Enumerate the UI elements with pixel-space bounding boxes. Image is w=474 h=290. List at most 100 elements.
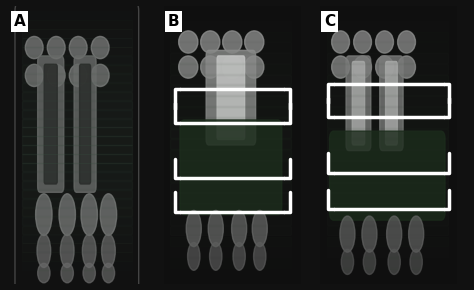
Ellipse shape xyxy=(69,37,87,59)
Bar xyxy=(170,42,292,52)
Bar xyxy=(327,21,448,30)
Bar xyxy=(22,110,132,118)
Bar xyxy=(170,204,292,214)
Bar xyxy=(170,86,292,95)
Ellipse shape xyxy=(245,56,264,78)
Ellipse shape xyxy=(388,249,401,274)
Bar xyxy=(22,208,132,216)
FancyBboxPatch shape xyxy=(37,56,64,192)
Ellipse shape xyxy=(398,56,416,78)
Ellipse shape xyxy=(233,242,246,270)
Ellipse shape xyxy=(254,242,266,270)
Bar xyxy=(170,129,292,138)
Bar xyxy=(170,226,292,235)
Ellipse shape xyxy=(47,64,65,86)
Bar xyxy=(170,107,292,117)
Bar xyxy=(327,64,448,74)
Ellipse shape xyxy=(69,64,87,86)
Ellipse shape xyxy=(210,242,222,270)
Ellipse shape xyxy=(201,56,220,78)
Ellipse shape xyxy=(201,31,220,53)
Bar xyxy=(22,145,132,154)
Ellipse shape xyxy=(398,31,416,53)
Bar xyxy=(327,32,448,41)
Ellipse shape xyxy=(341,249,354,274)
Bar xyxy=(170,237,292,246)
Bar xyxy=(22,226,132,234)
FancyBboxPatch shape xyxy=(44,64,57,184)
Bar xyxy=(327,107,448,117)
Ellipse shape xyxy=(223,56,242,78)
Bar xyxy=(22,11,132,20)
Bar xyxy=(22,261,132,270)
Bar xyxy=(327,96,448,106)
Bar xyxy=(170,118,292,128)
Ellipse shape xyxy=(409,216,424,252)
Bar xyxy=(170,247,292,257)
Bar xyxy=(327,118,448,128)
Ellipse shape xyxy=(60,234,74,267)
Ellipse shape xyxy=(232,211,246,246)
Ellipse shape xyxy=(340,216,355,252)
Ellipse shape xyxy=(354,31,372,53)
Bar xyxy=(327,226,448,235)
Bar xyxy=(327,237,448,246)
Bar xyxy=(170,269,292,279)
Ellipse shape xyxy=(100,194,117,235)
FancyBboxPatch shape xyxy=(80,64,91,184)
Ellipse shape xyxy=(252,211,267,246)
Bar xyxy=(327,86,448,95)
Ellipse shape xyxy=(82,234,96,267)
Ellipse shape xyxy=(354,56,372,78)
Ellipse shape xyxy=(362,216,377,252)
Ellipse shape xyxy=(25,64,43,86)
Bar xyxy=(22,29,132,38)
Bar xyxy=(22,244,132,252)
Ellipse shape xyxy=(47,37,65,59)
FancyBboxPatch shape xyxy=(329,131,445,220)
Bar xyxy=(22,83,132,91)
FancyBboxPatch shape xyxy=(346,56,371,151)
Ellipse shape xyxy=(186,211,201,246)
Ellipse shape xyxy=(101,234,115,267)
Ellipse shape xyxy=(387,216,402,252)
Bar xyxy=(22,101,132,109)
Ellipse shape xyxy=(91,64,109,86)
Ellipse shape xyxy=(363,249,375,274)
Bar xyxy=(170,75,292,84)
Bar xyxy=(327,161,448,171)
Text: A: A xyxy=(14,14,25,29)
Ellipse shape xyxy=(59,194,75,235)
Bar xyxy=(327,193,448,203)
Bar xyxy=(22,172,132,180)
Bar xyxy=(170,53,292,63)
Bar xyxy=(327,204,448,214)
Text: B: B xyxy=(168,14,179,29)
Bar xyxy=(170,150,292,160)
Bar xyxy=(22,252,132,261)
Bar xyxy=(22,190,132,198)
Bar xyxy=(22,20,132,29)
Bar xyxy=(170,32,292,41)
Bar xyxy=(327,10,448,20)
Bar xyxy=(22,38,132,46)
FancyBboxPatch shape xyxy=(352,61,365,145)
Bar xyxy=(22,199,132,207)
Bar xyxy=(327,269,448,279)
Ellipse shape xyxy=(410,249,422,274)
Ellipse shape xyxy=(61,263,73,283)
Bar xyxy=(327,215,448,225)
FancyBboxPatch shape xyxy=(217,56,245,139)
Bar xyxy=(170,64,292,74)
Bar xyxy=(22,65,132,73)
Bar xyxy=(327,53,448,63)
FancyBboxPatch shape xyxy=(385,61,397,145)
Ellipse shape xyxy=(25,37,43,59)
Bar xyxy=(22,154,132,163)
FancyBboxPatch shape xyxy=(206,50,255,145)
Bar xyxy=(170,193,292,203)
Bar xyxy=(170,172,292,182)
Bar xyxy=(170,139,292,149)
Ellipse shape xyxy=(36,194,52,235)
Bar xyxy=(327,183,448,192)
